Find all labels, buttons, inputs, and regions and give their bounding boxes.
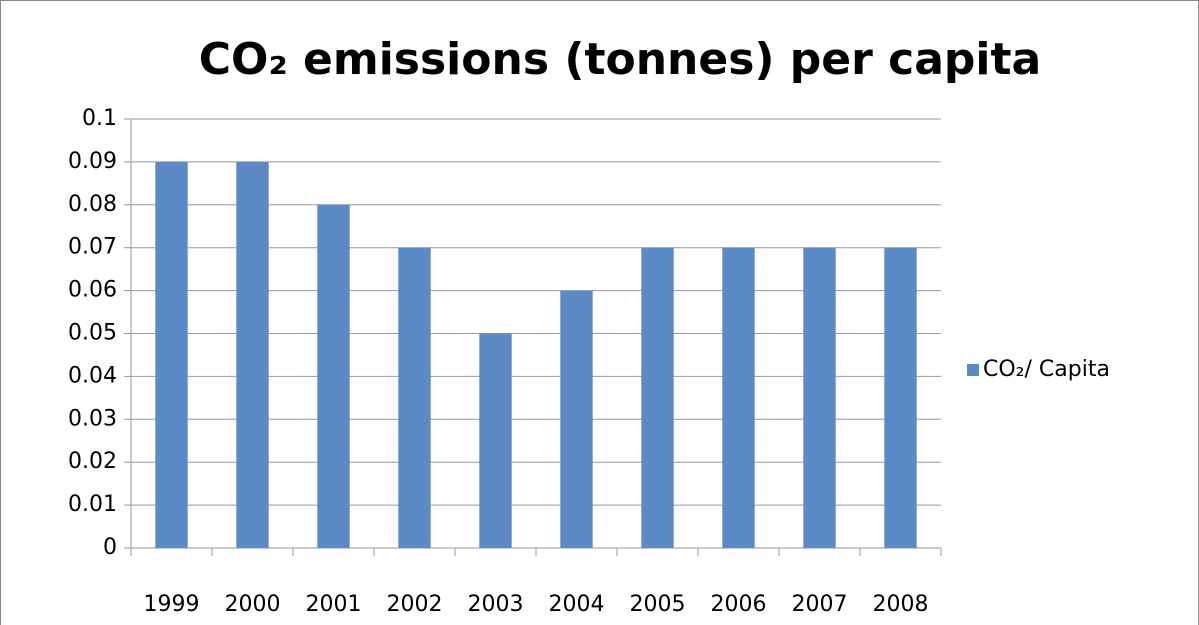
y-tick-label: 0.01 [68, 492, 117, 517]
bar [722, 247, 755, 548]
y-tick-label: 0.1 [82, 106, 117, 131]
y-tick-label: 0.07 [68, 235, 117, 260]
bar [479, 333, 512, 548]
x-tick-label: 2001 [306, 592, 362, 617]
bar [803, 247, 836, 548]
x-tick-label: 1999 [144, 592, 200, 617]
x-tick-label: 2000 [225, 592, 281, 617]
y-tick-label: 0.09 [68, 149, 117, 174]
chart-title: CO₂ emissions (tonnes) per capita [199, 34, 1042, 85]
bar [398, 247, 431, 548]
bar [317, 204, 350, 549]
bar [884, 247, 917, 548]
x-tick-label: 2004 [549, 592, 605, 617]
y-tick-label: 0.05 [68, 321, 117, 346]
x-tick-label: 2003 [468, 592, 524, 617]
y-tick-label: 0.06 [68, 278, 117, 303]
x-tick-label: 2006 [711, 592, 767, 617]
legend-label: CO₂/ Capita [983, 357, 1110, 382]
x-tick-label: 2005 [630, 592, 686, 617]
legend-swatch [967, 364, 979, 376]
bar [641, 247, 674, 548]
x-tick-label: 2007 [792, 592, 848, 617]
bar [236, 161, 269, 548]
y-tick-label: 0.08 [68, 192, 117, 217]
y-tick-label: 0 [103, 535, 117, 560]
y-tick-label: 0.04 [68, 363, 117, 388]
bar [560, 290, 593, 548]
x-tick-label: 2008 [873, 592, 929, 617]
bar [155, 161, 188, 548]
x-tick-label: 2002 [387, 592, 443, 617]
y-tick-label: 0.03 [68, 406, 117, 431]
y-tick-label: 0.02 [68, 449, 117, 474]
